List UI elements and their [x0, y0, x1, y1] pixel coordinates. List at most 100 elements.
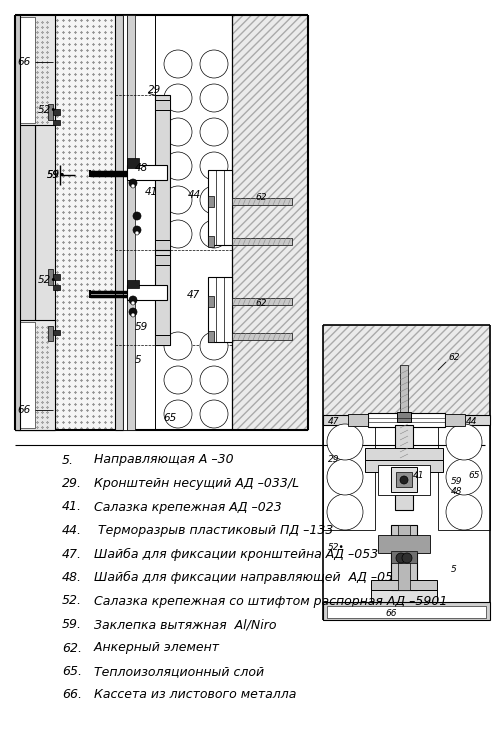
Circle shape: [327, 494, 363, 530]
Text: 41: 41: [145, 187, 158, 197]
Text: 29.: 29.: [62, 477, 82, 490]
Bar: [438, 420, 490, 530]
Bar: [208, 331, 214, 342]
Text: 66: 66: [17, 405, 30, 415]
Bar: [127, 280, 139, 288]
Circle shape: [164, 220, 192, 248]
Bar: [127, 165, 167, 180]
Circle shape: [131, 313, 135, 317]
Text: Терморазрыв пластиковый ПД –133: Терморазрыв пластиковый ПД –133: [86, 524, 334, 537]
Text: 62: 62: [255, 192, 266, 201]
Circle shape: [200, 400, 228, 428]
Text: 62.: 62.: [62, 642, 82, 654]
Text: 47: 47: [328, 417, 340, 426]
Bar: [35, 15, 55, 430]
Bar: [400, 365, 408, 460]
Circle shape: [131, 301, 135, 305]
Text: 29: 29: [328, 456, 340, 465]
Circle shape: [135, 231, 139, 235]
Text: 62: 62: [255, 298, 266, 308]
Bar: [208, 196, 214, 207]
Bar: [208, 170, 232, 245]
Text: 65: 65: [468, 471, 479, 480]
Text: 59•: 59•: [47, 170, 66, 180]
Circle shape: [164, 400, 192, 428]
Text: 48: 48: [135, 163, 148, 173]
Bar: [155, 335, 170, 345]
Text: 5.: 5.: [62, 454, 74, 466]
Bar: [127, 158, 139, 168]
Text: 47: 47: [187, 290, 200, 300]
Circle shape: [446, 424, 482, 460]
Bar: [232, 238, 292, 245]
Circle shape: [200, 220, 228, 248]
Bar: [155, 255, 170, 265]
Text: 52•: 52•: [38, 105, 58, 115]
Bar: [155, 100, 170, 110]
Bar: [208, 236, 214, 247]
Circle shape: [133, 212, 141, 220]
Text: Салазка крепежная АД –023: Салазка крепежная АД –023: [86, 500, 282, 514]
Bar: [48, 104, 53, 120]
Circle shape: [164, 332, 192, 360]
Bar: [232, 333, 292, 340]
Bar: [208, 277, 232, 342]
Circle shape: [396, 553, 406, 563]
Circle shape: [164, 84, 192, 112]
Text: 48: 48: [451, 488, 462, 497]
Text: 59•: 59•: [47, 170, 65, 180]
Bar: [327, 606, 486, 618]
Bar: [53, 285, 60, 290]
Text: 44: 44: [466, 417, 477, 426]
Text: 62: 62: [448, 354, 460, 363]
Circle shape: [133, 226, 141, 234]
Circle shape: [200, 186, 228, 214]
Circle shape: [129, 308, 137, 316]
Bar: [391, 525, 417, 590]
Circle shape: [327, 459, 363, 495]
Text: 66.: 66.: [62, 688, 82, 702]
Circle shape: [327, 424, 363, 460]
Bar: [208, 296, 214, 307]
Bar: [127, 285, 167, 300]
Text: Заклепка вытяжная  Al/Niro: Заклепка вытяжная Al/Niro: [86, 618, 276, 631]
Bar: [323, 420, 375, 530]
Bar: [391, 551, 417, 563]
Text: Анкерный элемент: Анкерный элемент: [86, 642, 219, 654]
Circle shape: [402, 553, 412, 563]
Bar: [127, 15, 135, 430]
Bar: [48, 269, 53, 285]
Bar: [368, 413, 445, 427]
Bar: [53, 274, 60, 280]
Bar: [395, 425, 413, 510]
Bar: [371, 580, 437, 590]
Bar: [115, 15, 123, 430]
Text: 29: 29: [148, 85, 161, 95]
Bar: [445, 414, 465, 426]
Text: 41.: 41.: [62, 500, 82, 514]
Circle shape: [164, 366, 192, 394]
Bar: [53, 330, 60, 335]
Text: Направляющая А –30: Направляющая А –30: [86, 454, 234, 466]
Circle shape: [200, 332, 228, 360]
Bar: [123, 15, 127, 430]
Bar: [18, 15, 55, 125]
Bar: [365, 460, 443, 472]
Text: 5: 5: [135, 355, 141, 365]
Bar: [348, 414, 368, 426]
Circle shape: [400, 476, 408, 484]
Bar: [398, 525, 410, 590]
Text: 59.: 59.: [62, 618, 82, 631]
Bar: [378, 465, 430, 495]
Bar: [55, 15, 115, 430]
Bar: [371, 590, 437, 605]
Text: Кронштейн несущий АД –033/L: Кронштейн несущий АД –033/L: [86, 477, 299, 490]
Circle shape: [200, 366, 228, 394]
Bar: [232, 15, 308, 430]
Circle shape: [200, 84, 228, 112]
Circle shape: [129, 296, 137, 304]
Text: Шайба для фиксации кронштейна АД –053: Шайба для фиксации кронштейна АД –053: [86, 548, 378, 560]
Circle shape: [131, 184, 135, 188]
Circle shape: [200, 152, 228, 180]
Circle shape: [164, 50, 192, 78]
